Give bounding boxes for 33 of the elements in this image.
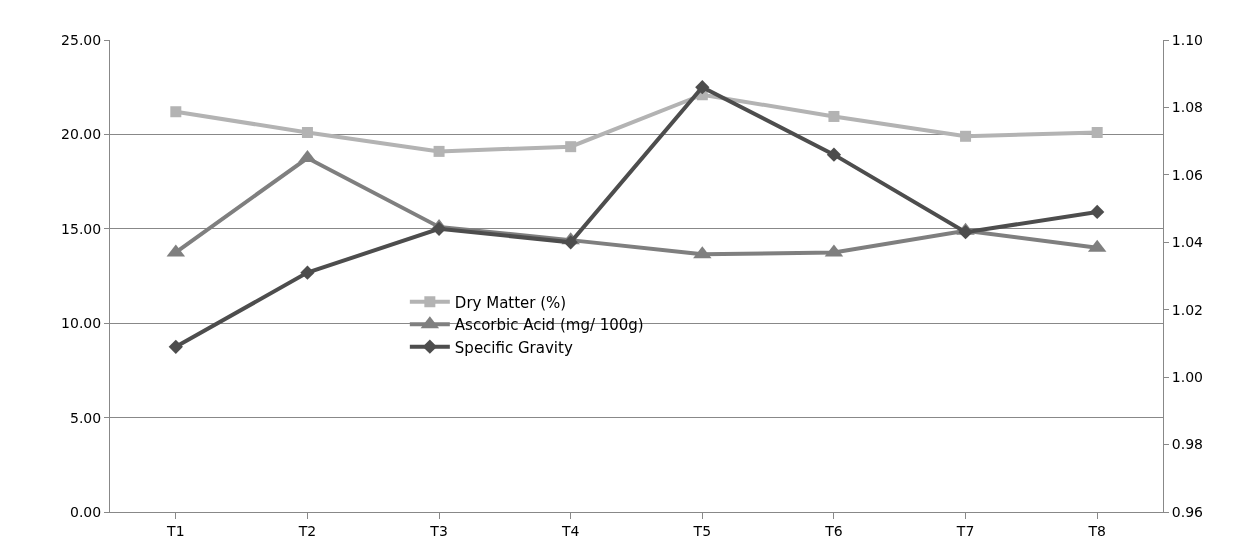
legend-label: Dry Matter (%) [454, 293, 567, 312]
y2-tick-label: 1.02 [1171, 301, 1203, 318]
point [168, 339, 183, 354]
legend-label: Specific Gravity [454, 338, 573, 357]
y2-tick-label: 0.98 [1171, 436, 1203, 453]
x-tick-label: T8 [1087, 522, 1106, 539]
y-tick-label: 5.00 [70, 409, 102, 426]
x-tick-label: T1 [166, 522, 185, 539]
x-tick-label: T2 [297, 522, 317, 539]
point [695, 80, 710, 95]
y-tick-label: 0.00 [70, 503, 102, 520]
y-tick-label: 10.00 [61, 315, 102, 332]
point [1090, 204, 1105, 220]
y-tick-label: 25.00 [61, 31, 102, 48]
point [958, 225, 973, 240]
y2-tick-label: 1.00 [1171, 369, 1203, 386]
y2-tick-label: 1.10 [1171, 31, 1203, 48]
legend-label: Ascorbic Acid (mg/ 100g) [454, 316, 644, 335]
x-tick-label: T7 [955, 522, 975, 539]
point [826, 147, 842, 162]
y-tick-label: 20.00 [61, 126, 102, 143]
point [431, 221, 447, 236]
x-tick-label: T6 [824, 522, 843, 539]
y2-tick-label: 0.96 [1171, 503, 1204, 520]
y-tick-label: 15.00 [61, 220, 102, 237]
y2-tick-label: 1.08 [1171, 99, 1203, 116]
point [563, 235, 578, 250]
x-tick-label: T5 [692, 522, 712, 539]
point [300, 265, 315, 280]
y2-tick-label: 1.04 [1171, 234, 1204, 251]
x-tick-label: T3 [429, 522, 448, 539]
x-tick-label: T4 [560, 522, 580, 539]
y2-tick-label: 1.06 [1171, 166, 1204, 183]
